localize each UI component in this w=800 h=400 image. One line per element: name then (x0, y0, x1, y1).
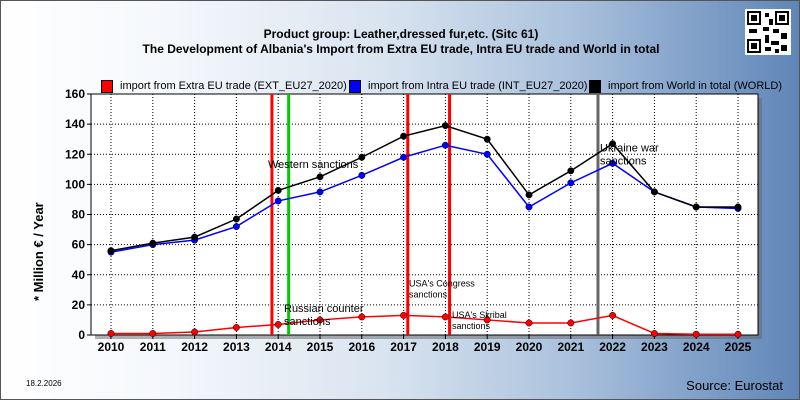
data-point-series-1 (232, 223, 240, 231)
data-point-series-0 (232, 324, 240, 331)
data-point-series-2 (358, 153, 366, 161)
y-tick-label: 140 (65, 117, 85, 131)
data-point-series-2 (316, 173, 324, 181)
y-tick-label: 0 (78, 328, 85, 342)
x-tick-label: 2012 (181, 340, 208, 354)
data-point-series-2 (692, 203, 700, 211)
event-label-ukraine-2: sanctions (600, 156, 647, 168)
data-point-series-1 (441, 141, 449, 149)
event-label-congress-1: USA's Congress (409, 278, 475, 288)
legend-swatch-intra-eu (349, 80, 361, 93)
legend-label-extra-eu: import from Extra EU trade (EXT_EU27_202… (120, 80, 347, 92)
data-point-series-1 (483, 150, 491, 158)
data-point-series-1 (316, 188, 324, 196)
x-tick-label: 2014 (265, 340, 292, 354)
event-label-ukraine-1: Ukraine war (600, 143, 659, 155)
data-point-series-2 (107, 247, 115, 255)
date-stamp: 18.2.2026 (26, 379, 62, 388)
event-label-western: Western sanctions (268, 159, 359, 171)
x-tick-label: 2025 (725, 340, 752, 354)
data-point-series-2 (441, 122, 449, 130)
data-point-series-2 (232, 215, 240, 223)
x-tick-label: 2024 (683, 340, 710, 354)
event-label-skripal-2: sanctions (452, 321, 491, 331)
event-label-skripal-1: USA's Skribal (452, 310, 507, 320)
data-point-series-2 (650, 188, 658, 196)
x-tick-label: 2013 (223, 340, 250, 354)
y-tick-label: 20 (72, 298, 86, 312)
data-point-series-1 (358, 171, 366, 179)
x-tick-label: 2018 (432, 340, 459, 354)
series-line-1 (110, 144, 739, 253)
data-point-series-2 (567, 167, 575, 175)
data-point-series-1 (567, 179, 575, 187)
x-tick-label: 2022 (599, 340, 626, 354)
data-point-series-0 (316, 316, 324, 324)
data-point-series-0 (567, 319, 575, 327)
x-tick-label: 2021 (557, 340, 584, 354)
y-tick-label: 100 (65, 177, 85, 191)
data-point-series-1 (609, 159, 617, 167)
series-line-2 (110, 124, 738, 252)
data-point-series-0 (191, 328, 199, 336)
legend-swatch-world (589, 80, 601, 93)
data-point-series-1 (274, 197, 282, 205)
data-point-series-2 (274, 186, 282, 194)
data-point-series-2 (734, 203, 742, 211)
y-tick-label: 120 (65, 147, 85, 161)
data-point-series-0 (274, 321, 282, 328)
data-point-series-0 (149, 330, 157, 337)
x-tick-label: 2010 (98, 340, 125, 354)
data-point-series-1 (525, 203, 533, 211)
legend-swatch-extra-eu (101, 80, 113, 93)
source-label: Source: Eurostat (686, 378, 783, 393)
legend-label-intra-eu: import from Intra EU trade (INT_EU27_202… (368, 80, 588, 92)
series-line-0 (111, 314, 738, 335)
x-tick-label: 2011 (140, 340, 166, 354)
chart-title-line2: The Development of Albania's Import from… (142, 42, 660, 56)
data-point-series-2 (149, 239, 157, 247)
legend-label-world: import from World in total (WORLD) (608, 80, 782, 92)
x-tick-label: 2020 (516, 340, 543, 354)
y-tick-label: 160 (65, 87, 85, 101)
data-point-series-0 (441, 313, 449, 321)
event-label-congress-2: sanctions (409, 289, 448, 299)
data-point-series-0 (107, 330, 115, 337)
data-point-series-1 (400, 153, 408, 161)
chart-title-line1: Product group: Leather,dressed fur,etc. … (263, 27, 539, 41)
data-point-series-0 (734, 330, 742, 338)
event-label-russian-2: sanctions (284, 316, 331, 328)
data-point-series-0 (692, 330, 700, 338)
x-tick-label: 2023 (641, 340, 668, 354)
y-tick-label: 60 (72, 238, 86, 252)
data-point-series-0 (650, 330, 658, 337)
data-point-series-0 (400, 311, 408, 319)
data-point-series-0 (483, 316, 491, 324)
data-point-series-0 (358, 313, 366, 321)
event-label-russian-1: Russian counter (284, 303, 364, 315)
x-tick-label: 2017 (390, 340, 417, 354)
data-point-series-2 (191, 233, 199, 241)
data-point-series-2 (483, 135, 491, 143)
data-point-series-0 (609, 311, 617, 319)
qr-code-icon (745, 9, 791, 55)
y-tick-label: 80 (72, 208, 86, 222)
data-point-series-2 (609, 140, 617, 148)
data-point-series-0 (525, 319, 533, 327)
x-tick-label: 2016 (348, 340, 375, 354)
x-tick-label: 2019 (474, 340, 501, 354)
y-tick-label: 40 (72, 268, 86, 282)
data-point-series-2 (400, 132, 408, 140)
x-tick-label: 2015 (307, 340, 334, 354)
data-point-series-2 (525, 191, 533, 199)
